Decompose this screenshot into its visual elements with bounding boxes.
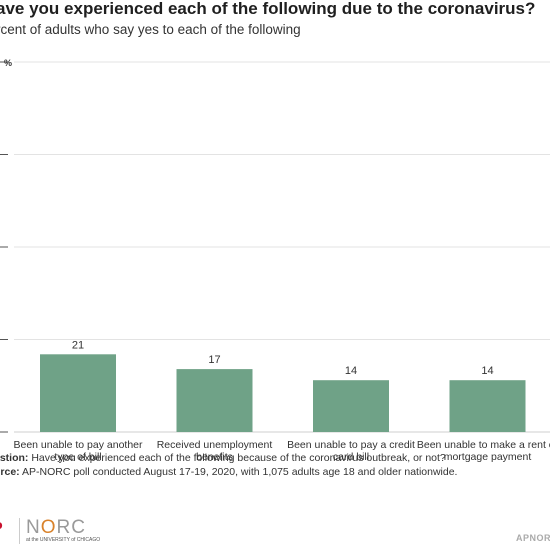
source-note: urce: AP-NORC poll conducted August 17-1… [0, 466, 457, 478]
x-tick-label: Received unemployment [157, 439, 273, 451]
source-text: AP-NORC poll conducted August 17-19, 202… [19, 466, 458, 478]
question-text: Have you experienced each of the followi… [28, 452, 446, 464]
data-label: 17 [208, 354, 220, 366]
norc-logo-text: NORC [26, 517, 86, 538]
data-label: 21 [72, 339, 84, 351]
logo-divider [19, 518, 20, 544]
y-axis-top-label: % [4, 58, 12, 68]
source-label: urce: [0, 466, 20, 478]
bar [176, 369, 253, 432]
norc-logo: NORC at the UNIVERSITY of CHICAGO [26, 517, 100, 543]
bar [313, 380, 389, 432]
question-label: estion: [0, 452, 29, 464]
norc-logo-subtext: at the UNIVERSITY of CHICAGO [26, 537, 101, 543]
bar [40, 354, 116, 432]
chart-title: ave you experienced each of the followin… [0, 0, 536, 18]
x-tick-label: benefits [196, 451, 233, 463]
question-note: estion: Have you experienced each of the… [0, 452, 446, 464]
x-tick-label: mortgage payment [444, 451, 532, 463]
x-tick-label: Been unable to pay another [13, 439, 143, 451]
x-tick-label: card bill [333, 451, 369, 463]
ap-logo: P [0, 520, 3, 538]
apnorc-footer-brand: APNORC [516, 533, 550, 543]
x-tick-label: type of bill [54, 451, 101, 463]
x-tick-label: Been unable to make a rent or [417, 439, 550, 451]
x-tick-label: Been unable to pay a credit [287, 439, 415, 451]
data-label: 14 [481, 365, 493, 377]
chart-subtitle: rcent of adults who say yes to each of t… [0, 22, 301, 37]
data-label: 14 [345, 365, 357, 377]
bar [449, 380, 526, 432]
